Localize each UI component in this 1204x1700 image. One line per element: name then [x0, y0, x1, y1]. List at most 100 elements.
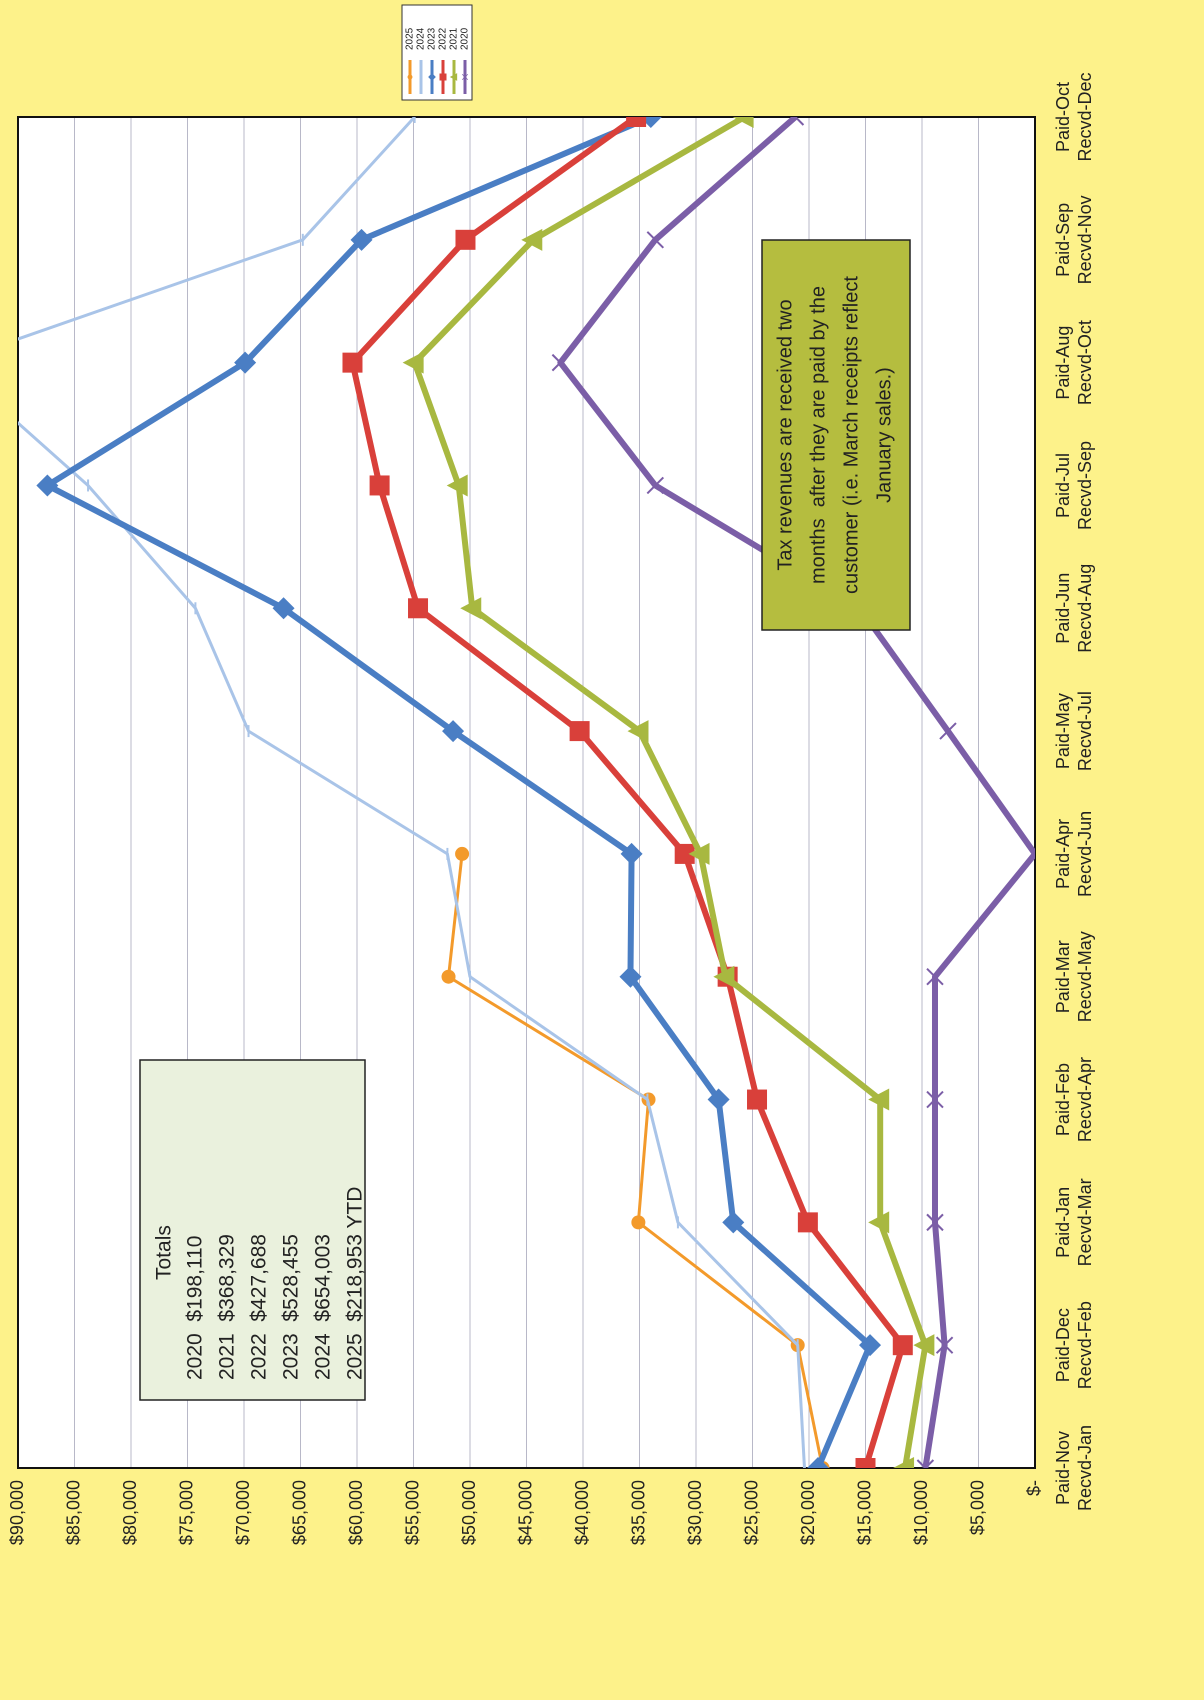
y-tick-label: $15,000	[854, 1480, 874, 1545]
y-tick-label: $65,000	[289, 1480, 309, 1545]
totals-box	[139, 1059, 366, 1401]
x-tick-label: Paid-Mar Recvd-May	[1053, 931, 1095, 1022]
marker	[707, 1088, 730, 1111]
marker	[446, 474, 468, 497]
series-line	[44, 117, 874, 1468]
series-line	[18, 117, 806, 1468]
marker	[350, 228, 373, 251]
marker	[646, 231, 665, 249]
y-tick-label: $25,000	[741, 1480, 761, 1545]
marker	[807, 1457, 830, 1468]
plot-border	[17, 116, 1036, 1469]
y-tick-label: $75,000	[176, 1480, 196, 1545]
marker	[855, 1458, 876, 1468]
legend-label: 2025	[405, 27, 416, 50]
marker	[342, 352, 363, 373]
totals-title: Totals	[153, 1225, 176, 1280]
totals-line: 2024 $654,003	[312, 1234, 335, 1380]
marker	[272, 597, 295, 620]
totals-line: 2025 $218,953 YTD	[344, 1187, 367, 1380]
y-tick-label: $60,000	[346, 1480, 366, 1545]
y-tick-label: $85,000	[63, 1480, 83, 1545]
annotation-line: months after they are paid by the	[807, 286, 829, 584]
plot-series	[18, 117, 1035, 1468]
y-tick-label: $5,000	[967, 1480, 987, 1535]
y-tick-label: $45,000	[515, 1480, 535, 1545]
marker	[569, 721, 590, 742]
marker	[646, 476, 665, 495]
marker	[747, 1089, 768, 1110]
x-tick-label: Paid-Jul Recvd-Sep	[1053, 441, 1095, 530]
marker	[439, 73, 447, 81]
marker	[913, 1334, 935, 1357]
marker	[732, 117, 754, 128]
marker	[892, 1335, 913, 1356]
x-tick-label: Paid-May Recvd-Jul	[1053, 691, 1095, 771]
y-tick-label: $50,000	[459, 1480, 479, 1545]
y-tick-label: $40,000	[572, 1480, 592, 1545]
x-tick-label: Paid-Jan Recvd-Mar	[1053, 1178, 1095, 1266]
x-tick-label: Paid-Feb Recvd-Apr	[1053, 1057, 1095, 1142]
series-line	[557, 117, 1035, 1468]
series-line	[411, 117, 929, 1468]
totals-line: 2021 $368,329	[216, 1234, 239, 1380]
marker	[935, 1336, 954, 1354]
marker	[939, 722, 957, 740]
y-tick-label: $-	[1024, 1480, 1044, 1496]
y-tick-label: $30,000	[685, 1480, 705, 1545]
marker	[786, 117, 805, 126]
x-tick-label: Paid-Sep Recvd-Nov	[1053, 195, 1095, 284]
legend-label: 2021	[449, 27, 460, 50]
marker	[461, 73, 469, 81]
series-line	[349, 117, 906, 1468]
marker	[868, 1088, 890, 1111]
marker	[797, 1212, 818, 1233]
x-tick-label: Paid-Nov Recvd-Jan	[1053, 1425, 1095, 1511]
totals-line: 2023 $528,455	[280, 1234, 303, 1380]
x-tick-label: Paid-Jun Recvd-Aug	[1053, 564, 1095, 653]
marker	[926, 1213, 944, 1232]
x-tick-label: Paid-Dec Recvd-Feb	[1053, 1301, 1095, 1389]
legend-label: 2020	[460, 27, 471, 50]
x-tick-label: Paid-Oct Recvd-Dec	[1053, 72, 1095, 161]
y-tick-label: $80,000	[120, 1480, 140, 1545]
marker	[234, 351, 257, 374]
marker	[369, 475, 390, 496]
marker	[626, 117, 647, 127]
marker	[926, 1090, 944, 1109]
totals-line: 2022 $427,688	[248, 1234, 271, 1380]
marker	[36, 474, 59, 497]
marker	[551, 353, 570, 372]
marker	[631, 1215, 646, 1230]
y-tick-label: $10,000	[911, 1480, 931, 1545]
y-tick-label: $70,000	[233, 1480, 253, 1545]
annotation-box	[761, 239, 911, 631]
annotation-line: customer (i.e. March receipts reflect	[840, 276, 862, 594]
marker	[620, 842, 643, 865]
marker	[926, 968, 944, 986]
marker	[521, 228, 543, 251]
y-tick-label: $90,000	[7, 1480, 27, 1545]
legend-label: 2024	[416, 27, 427, 50]
marker	[674, 843, 695, 864]
legend-label: 2023	[427, 27, 438, 50]
marker	[868, 1211, 890, 1234]
annotation-line: January sales.)	[873, 367, 895, 503]
marker	[455, 846, 470, 861]
marker	[460, 597, 482, 620]
marker	[859, 1334, 882, 1357]
marker	[455, 229, 476, 250]
marker	[619, 965, 642, 988]
marker	[893, 1457, 915, 1468]
marker	[1026, 845, 1035, 863]
marker	[408, 598, 429, 619]
marker	[402, 351, 424, 374]
marker	[722, 1211, 745, 1234]
marker	[916, 1459, 935, 1468]
series-line	[447, 853, 825, 1468]
annotation-line: Tax revenues are received two	[774, 299, 796, 570]
y-tick-label: $20,000	[798, 1480, 818, 1545]
y-tick-label: $55,000	[402, 1480, 422, 1545]
rotated-chart: $- $5,000 $10,000 $15,000 $20,000 $25,000 $30,…	[7, 4, 1095, 1545]
